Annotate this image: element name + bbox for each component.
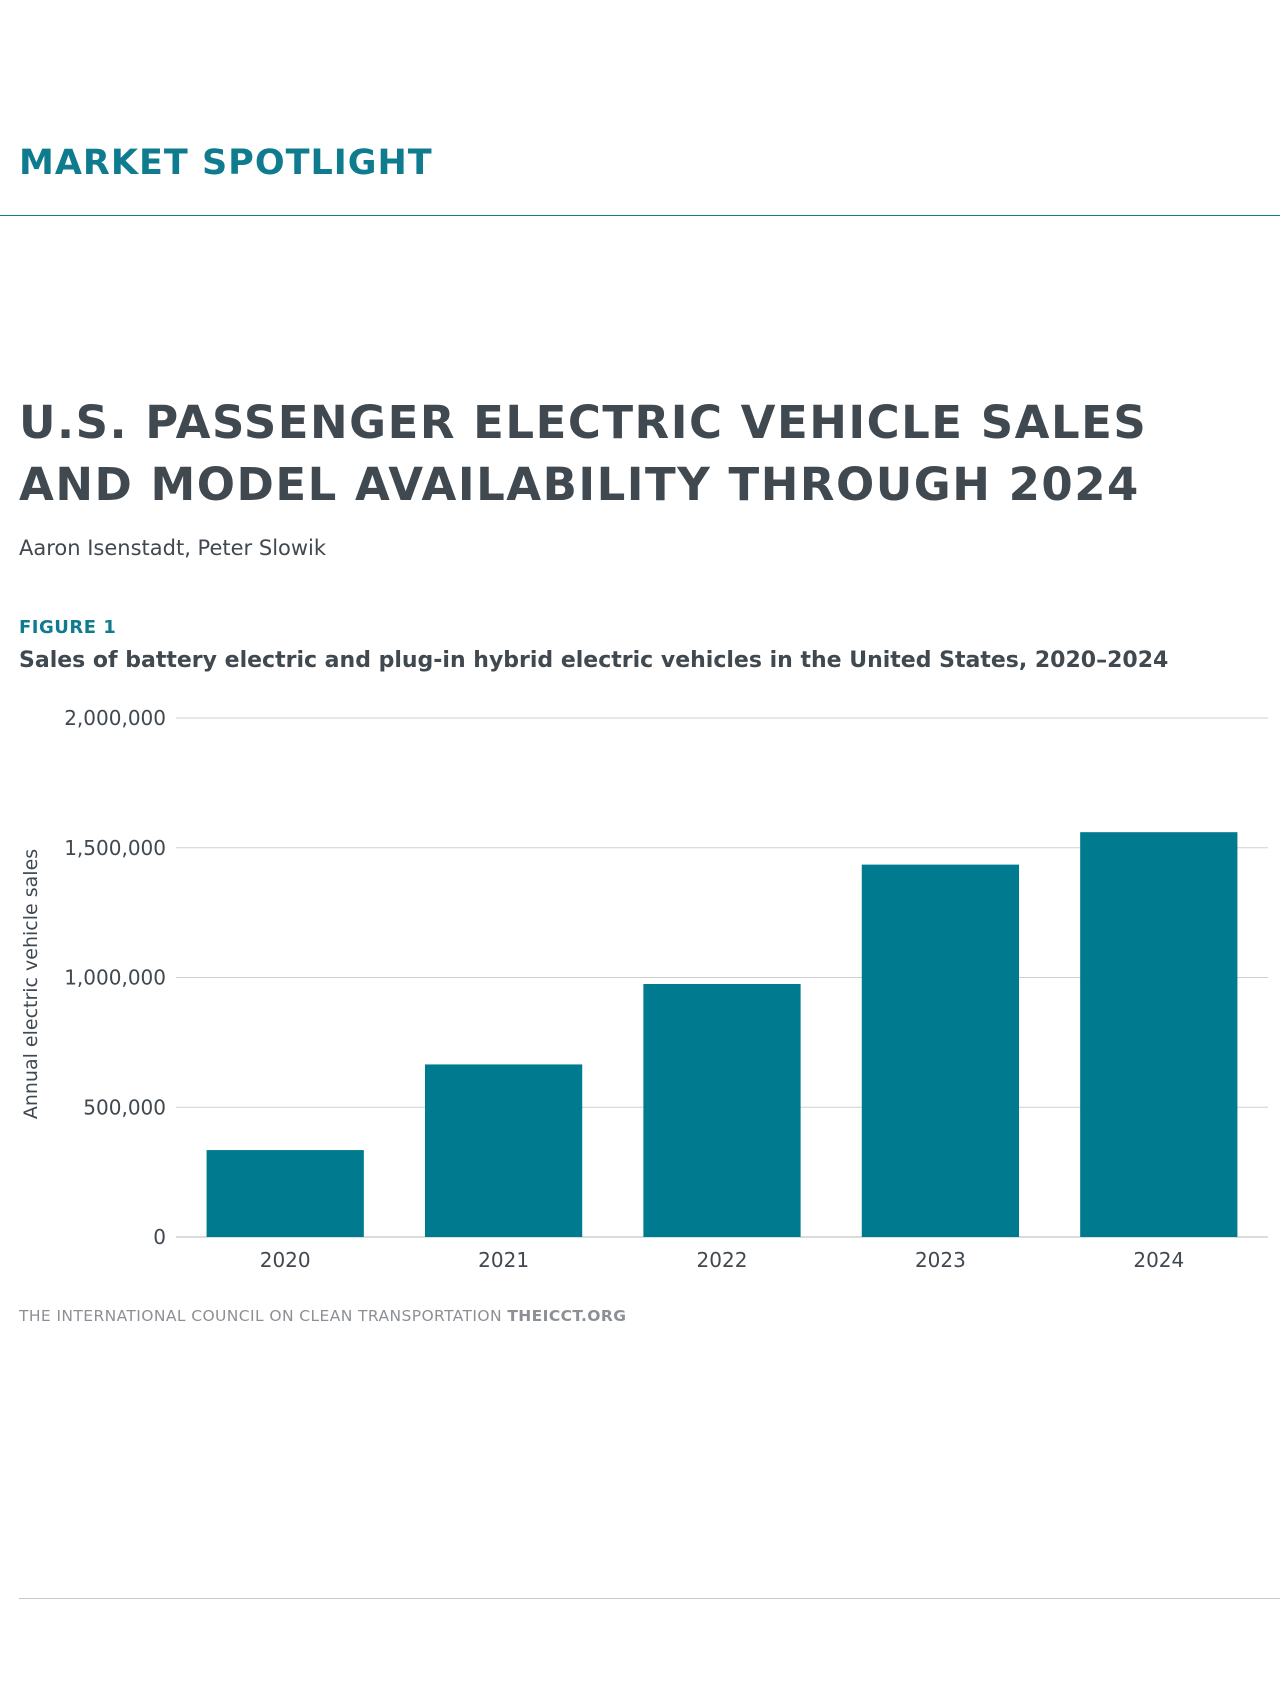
y-tick-label: 2,000,000 <box>64 706 166 730</box>
document-title-line-2: AND MODEL AVAILABILITY THROUGH 2024 <box>19 458 1140 511</box>
document-title: U.S. PASSENGER ELECTRIC VEHICLE SALES AN… <box>19 392 1259 516</box>
chart-canvas: 0 500,000 1,000,000 1,500,000 2,000,000 2020… <box>20 706 1268 1272</box>
y-axis-ticks: 0 500,000 1,000,000 1,500,000 2,000,000 <box>64 706 166 1249</box>
authors: Aaron Isenstadt, Peter Slowik <box>19 536 327 560</box>
x-tick-label: 2020 <box>260 1248 311 1272</box>
bar-2024 <box>1080 832 1238 1237</box>
document-title-line-1: U.S. PASSENGER ELECTRIC VEHICLE SALES <box>19 396 1148 449</box>
y-axis-title: Annual electric vehicle sales <box>20 849 42 1119</box>
bar-2022 <box>643 983 801 1237</box>
footer-org: THE INTERNATIONAL COUNCIL ON CLEAN TRANS… <box>19 1307 502 1325</box>
bar-2023 <box>861 864 1020 1237</box>
x-tick-label: 2024 <box>1133 1248 1184 1272</box>
y-tick-label: 500,000 <box>83 1095 166 1119</box>
figure-caption: Sales of battery electric and plug-in hy… <box>19 648 1169 673</box>
bar-2021 <box>424 1064 583 1237</box>
figure-label: FIGURE 1 <box>19 617 117 638</box>
footer-url[interactable]: THEICCT.ORG <box>507 1307 627 1325</box>
x-tick-label: 2021 <box>478 1248 529 1272</box>
section-title: MARKET SPOTLIGHT <box>19 143 433 183</box>
x-axis-ticks: 2020 2021 2022 2023 2024 <box>260 1248 1185 1272</box>
y-tick-label: 0 <box>153 1225 166 1249</box>
header-divider <box>0 215 1280 216</box>
x-tick-label: 2022 <box>697 1248 748 1272</box>
y-tick-label: 1,500,000 <box>64 836 166 860</box>
sales-bar-chart: 0 500,000 1,000,000 1,500,000 2,000,000 2020… <box>0 690 1280 1290</box>
footer-credit: THE INTERNATIONAL COUNCIL ON CLEAN TRANS… <box>19 1307 626 1325</box>
x-tick-label: 2023 <box>915 1248 966 1272</box>
bar-2020 <box>206 1150 364 1237</box>
footer-divider <box>19 1598 1280 1599</box>
bars <box>206 832 1238 1237</box>
y-tick-label: 1,000,000 <box>64 966 166 990</box>
